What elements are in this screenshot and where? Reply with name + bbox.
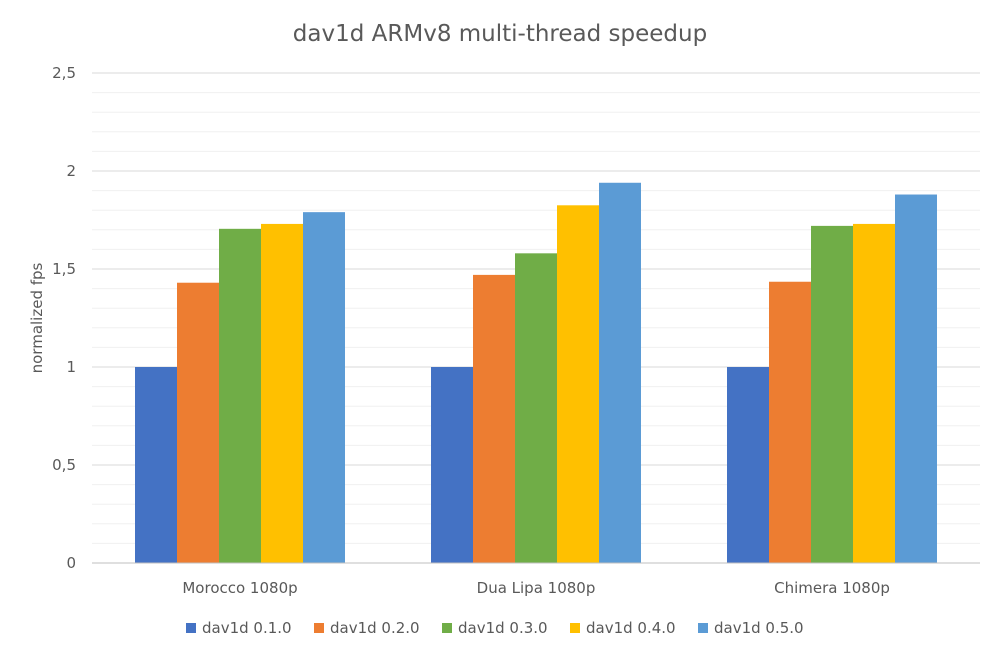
bar: [473, 274, 515, 563]
bar: [219, 228, 261, 563]
y-tick-label: 2,5: [52, 64, 76, 82]
bar: [557, 205, 599, 564]
bar: [303, 212, 345, 563]
bar: [599, 182, 641, 563]
legend-swatch: [314, 623, 324, 633]
legend-label: dav1d 0.1.0: [202, 619, 292, 637]
legend-swatch: [186, 623, 196, 633]
bars: [135, 182, 937, 564]
y-tick-label: 0: [66, 554, 76, 572]
legend-label: dav1d 0.3.0: [458, 619, 548, 637]
legend: dav1d 0.1.0 dav1d 0.2.0 dav1d 0.3.0 dav1d 0…: [186, 619, 804, 637]
legend-label: dav1d 0.5.0: [714, 619, 804, 637]
bar: [727, 367, 769, 563]
bar: [515, 253, 557, 563]
bar: [853, 223, 895, 564]
x-tick-label: Morocco 1080p: [182, 579, 297, 597]
bar: [135, 367, 177, 563]
x-tick-label: Dua Lipa 1080p: [477, 579, 596, 597]
legend-label: dav1d 0.4.0: [586, 619, 676, 637]
y-tick-label: 1: [66, 358, 76, 376]
bar: [769, 281, 811, 563]
legend-swatch: [570, 623, 580, 633]
y-axis-label: normalized fps: [28, 262, 46, 373]
y-tick-label: 2: [66, 162, 76, 180]
legend-swatch: [698, 623, 708, 633]
bar: [177, 282, 219, 563]
x-tick-labels: Morocco 1080p Dua Lipa 1080p Chimera 1080p: [182, 579, 890, 597]
chart-title: dav1d ARMv8 multi-thread speedup: [293, 21, 707, 47]
bar: [261, 223, 303, 564]
legend-label: dav1d 0.2.0: [330, 619, 420, 637]
bar: [811, 225, 853, 563]
y-tick-label: 1,5: [52, 260, 76, 278]
bar: [895, 194, 937, 563]
y-tick-label: 0,5: [52, 456, 76, 474]
y-tick-labels: 0 0,5 1 1,5 2 2,5: [52, 64, 76, 572]
legend-swatch: [442, 623, 452, 633]
x-tick-label: Chimera 1080p: [774, 579, 890, 597]
bar: [431, 367, 473, 563]
